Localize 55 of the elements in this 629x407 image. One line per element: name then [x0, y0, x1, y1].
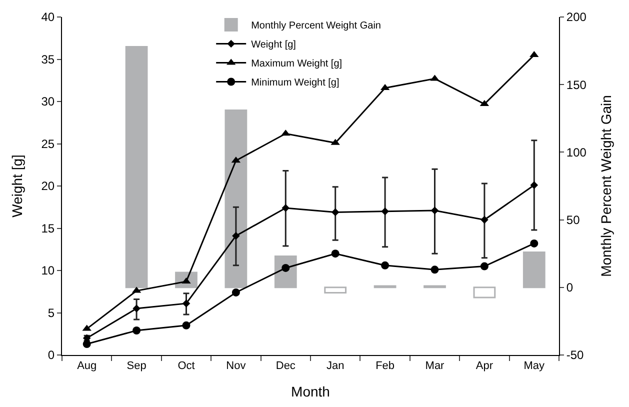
x-tick-label: Jan	[326, 360, 344, 372]
x-tick-label: Oct	[178, 360, 195, 372]
y2-tick-label: 200	[566, 10, 587, 24]
y-tick-label: 30	[41, 94, 55, 109]
legend-label: Minimum Weight [g]	[251, 78, 340, 89]
x-axis-title: Month	[291, 384, 330, 400]
x-tick-label: May	[524, 360, 546, 372]
point	[132, 326, 141, 334]
y-tick-label: 20	[41, 179, 55, 194]
y-tick-label: 10	[41, 264, 55, 278]
bar	[324, 286, 347, 294]
x-tick-label: Feb	[376, 360, 395, 372]
y-tick-label: 5	[48, 306, 55, 320]
x-tick-label: Mar	[425, 360, 445, 372]
y2-axis-title: Monthly Percent Weight Gain	[598, 95, 614, 277]
bar	[125, 46, 148, 288]
point	[182, 300, 190, 308]
point	[282, 204, 290, 212]
bar	[224, 110, 248, 288]
x-tick-label: Apr	[476, 360, 494, 372]
x-tick-label: Sep	[126, 360, 146, 372]
point	[381, 261, 390, 270]
y-tick-label: 25	[41, 136, 55, 151]
point	[430, 206, 439, 214]
x-tick-label: Dec	[276, 360, 296, 372]
point	[381, 207, 389, 216]
legend-label: Maximum Weight [g]	[251, 58, 342, 70]
y-axis-title: Weight [g]	[8, 154, 25, 218]
x-tick-label: Nov	[226, 360, 246, 372]
y-tick-label: 40	[41, 10, 55, 24]
y-tick-label: 15	[41, 221, 55, 236]
y-tick-label: 35	[41, 52, 55, 66]
point	[430, 266, 439, 274]
y2-tick-label: 150	[566, 78, 587, 92]
point	[232, 288, 240, 296]
point	[232, 232, 240, 240]
x-tick-label: Aug	[77, 360, 97, 372]
point	[331, 250, 340, 258]
y2-tick-label: 0	[566, 280, 574, 295]
point	[331, 208, 340, 216]
y-tick-label: 0	[48, 348, 55, 362]
point	[530, 181, 538, 190]
point	[480, 216, 488, 224]
y2-tick-label: -50	[566, 348, 584, 362]
point	[480, 262, 488, 270]
point	[132, 304, 140, 312]
y2-tick-label: 100	[566, 145, 587, 160]
legend-label: Monthly Percent Weight Gain	[251, 20, 381, 32]
point	[182, 321, 190, 330]
bar	[522, 252, 546, 288]
point	[530, 239, 538, 248]
bar	[473, 286, 496, 298]
legend-label: Weight [g]	[251, 40, 296, 51]
y2-tick-label: 50	[566, 213, 580, 227]
point	[82, 340, 91, 348]
